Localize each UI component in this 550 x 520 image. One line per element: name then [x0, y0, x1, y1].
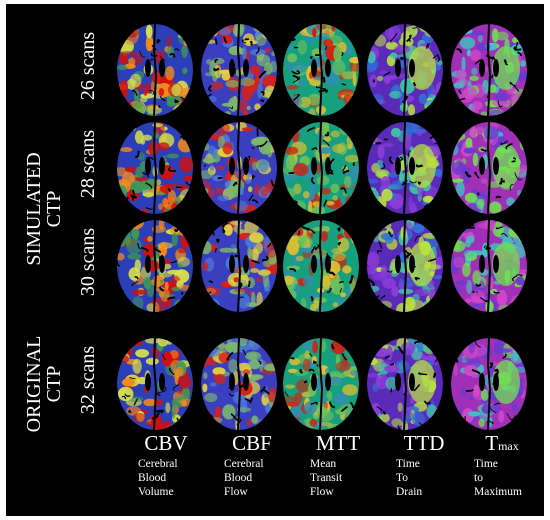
brain-map-tmax-32: [446, 334, 532, 434]
group-label-original-line2: CTP: [43, 365, 65, 403]
brain-map-mtt-30: [278, 216, 364, 316]
brain-map-cbv-30: [112, 216, 198, 316]
brain-map-cbf-26: [196, 20, 282, 120]
brain-map-tmax-30: [446, 216, 532, 316]
column-desc-mtt: Mean Transit Flow: [290, 457, 386, 499]
column-abbr-mtt: MTT: [315, 431, 361, 455]
column-desc-cbf: Cerebral Blood Flow: [204, 457, 300, 499]
column-desc-tmax-line1: Time: [474, 458, 498, 470]
brain-map-cbv-32: [112, 334, 198, 434]
column-desc-tmax-line3: Maximum: [474, 486, 522, 498]
group-label-simulated-line1: SIMULATED: [23, 152, 45, 266]
column-label-ttd: TTD Time To Drain: [376, 433, 472, 499]
column-desc-cbv-line1: Cerebral: [138, 458, 178, 470]
column-desc-cbv-line3: Volume: [138, 486, 174, 498]
brain-map-tmax-26: [446, 20, 532, 120]
column-desc-mtt-line2: Transit: [310, 472, 343, 484]
column-desc-cbf-line3: Flow: [224, 486, 248, 498]
brain-map-ttd-30: [362, 216, 448, 316]
column-label-tmax: Tmax Time to Maximum: [454, 433, 550, 499]
group-label-original-line1: ORIGINAL: [23, 335, 45, 433]
row-label-26-scans: 26 scans: [77, 31, 99, 101]
figure-panel: SIMULATED CTP ORIGINAL CTP 26 scans 28 s…: [6, 4, 544, 516]
group-label-simulated-line2: CTP: [43, 190, 65, 228]
column-desc-ttd-line2: To: [396, 472, 408, 484]
brain-map-mtt-26: [278, 20, 364, 120]
brain-map-cbf-30: [196, 216, 282, 316]
column-abbr-cbf: CBF: [232, 431, 272, 455]
column-desc-cbf-line1: Cerebral: [224, 458, 264, 470]
column-abbr-ttd: TTD: [403, 431, 445, 455]
column-desc-ttd-line1: Time: [396, 458, 420, 470]
brain-map-cbf-32: [196, 334, 282, 434]
brain-map-cbv-28: [112, 118, 198, 218]
column-desc-ttd: Time To Drain: [376, 457, 472, 499]
column-desc-tmax-line2: to: [474, 472, 483, 484]
column-abbr-tmax-sub: max: [498, 439, 519, 453]
column-abbr-tmax: Tmax: [454, 433, 550, 454]
brain-map-ttd-28: [362, 118, 448, 218]
column-label-cbv: CBV Cerebral Blood Volume: [118, 433, 214, 499]
column-label-mtt: MTT Mean Transit Flow: [290, 433, 386, 499]
column-desc-mtt-line1: Mean: [310, 458, 337, 470]
brain-map-ttd-32: [362, 334, 448, 434]
column-abbr-tmax-main: T: [485, 431, 499, 455]
brain-map-tmax-28: [446, 118, 532, 218]
brain-map-mtt-32: [278, 334, 364, 434]
brain-map-cbf-28: [196, 118, 282, 218]
brain-map-mtt-28: [278, 118, 364, 218]
column-desc-mtt-line3: Flow: [310, 486, 334, 498]
brain-map-ttd-26: [362, 20, 448, 120]
column-desc-cbf-line2: Blood: [224, 472, 253, 484]
row-label-28-scans: 28 scans: [77, 129, 99, 199]
column-desc-tmax: Time to Maximum: [454, 457, 550, 499]
column-label-cbf: CBF Cerebral Blood Flow: [204, 433, 300, 499]
group-label-simulated: SIMULATED CTP: [23, 152, 65, 266]
column-desc-ttd-line3: Drain: [396, 486, 423, 498]
row-label-30-scans: 30 scans: [77, 227, 99, 297]
brain-map-cbv-26: [112, 20, 198, 120]
column-abbr-cbv: CBV: [144, 431, 188, 455]
group-label-original: ORIGINAL CTP: [23, 335, 65, 433]
row-label-32-scans: 32 scans: [77, 345, 99, 415]
column-desc-cbv: Cerebral Blood Volume: [118, 457, 214, 499]
column-desc-cbv-line2: Blood: [138, 472, 167, 484]
